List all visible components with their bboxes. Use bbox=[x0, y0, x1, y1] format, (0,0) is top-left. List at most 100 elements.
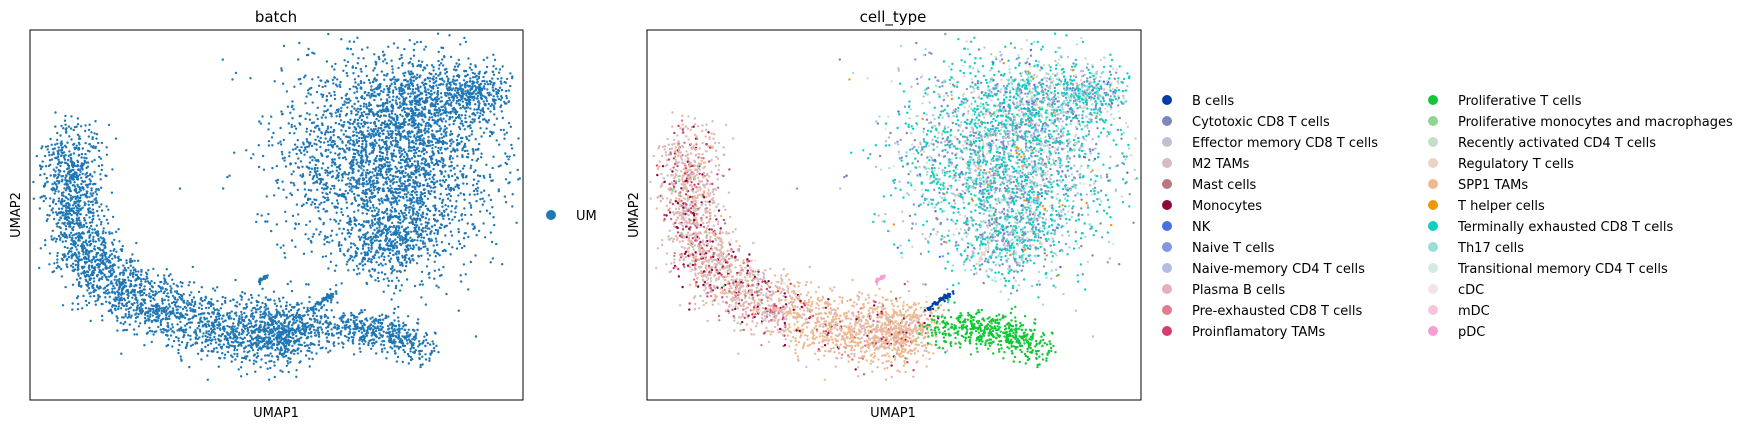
point bbox=[457, 240, 460, 243]
point bbox=[77, 191, 81, 194]
point bbox=[306, 150, 309, 154]
point bbox=[441, 78, 444, 82]
point bbox=[404, 171, 407, 175]
point bbox=[264, 296, 267, 299]
point bbox=[367, 243, 370, 246]
point bbox=[435, 130, 439, 133]
point bbox=[355, 186, 358, 190]
point bbox=[443, 91, 447, 95]
point bbox=[366, 129, 369, 133]
point bbox=[390, 203, 393, 206]
point bbox=[359, 81, 363, 85]
point bbox=[399, 263, 402, 267]
point bbox=[374, 157, 378, 160]
point bbox=[417, 149, 421, 153]
point bbox=[463, 128, 466, 131]
point bbox=[382, 90, 385, 94]
point bbox=[337, 171, 340, 175]
point bbox=[398, 127, 401, 130]
point bbox=[327, 32, 330, 36]
point bbox=[279, 369, 282, 372]
point bbox=[385, 85, 388, 88]
point bbox=[358, 272, 361, 275]
point bbox=[51, 182, 54, 186]
point bbox=[491, 86, 494, 89]
point bbox=[44, 165, 48, 168]
point bbox=[435, 243, 439, 247]
point bbox=[440, 184, 443, 187]
point bbox=[399, 166, 403, 169]
point bbox=[371, 224, 374, 227]
point bbox=[410, 200, 413, 204]
point bbox=[416, 135, 420, 139]
point bbox=[398, 215, 401, 218]
point bbox=[485, 127, 488, 130]
point bbox=[395, 253, 398, 256]
point bbox=[405, 152, 408, 156]
point bbox=[385, 140, 388, 143]
point bbox=[493, 102, 497, 105]
point bbox=[222, 187, 225, 190]
point bbox=[196, 327, 199, 330]
point bbox=[458, 82, 461, 85]
point bbox=[348, 121, 351, 125]
point bbox=[333, 269, 337, 272]
point bbox=[493, 98, 496, 101]
point bbox=[213, 308, 217, 312]
point bbox=[88, 221, 92, 224]
point bbox=[413, 123, 417, 126]
point bbox=[272, 194, 276, 197]
point bbox=[313, 170, 317, 174]
point bbox=[420, 254, 423, 257]
point bbox=[412, 230, 416, 233]
point bbox=[378, 104, 382, 108]
point bbox=[471, 158, 474, 162]
point bbox=[431, 129, 434, 132]
point bbox=[165, 268, 168, 271]
point bbox=[484, 119, 488, 122]
point bbox=[374, 95, 377, 98]
point bbox=[409, 259, 412, 262]
point bbox=[417, 185, 421, 188]
point bbox=[315, 114, 318, 117]
point bbox=[414, 176, 418, 179]
point bbox=[125, 261, 128, 265]
point bbox=[398, 155, 402, 159]
point bbox=[440, 201, 444, 205]
point bbox=[305, 145, 309, 149]
point bbox=[422, 143, 425, 147]
point bbox=[500, 110, 503, 113]
point bbox=[419, 219, 422, 222]
point bbox=[407, 135, 410, 138]
point bbox=[363, 182, 366, 185]
point bbox=[377, 256, 381, 259]
point bbox=[396, 114, 399, 118]
point bbox=[470, 130, 474, 133]
point bbox=[324, 168, 327, 172]
point bbox=[404, 227, 407, 231]
point bbox=[413, 223, 416, 227]
point bbox=[377, 144, 381, 147]
point bbox=[361, 125, 364, 128]
point bbox=[426, 248, 429, 252]
point bbox=[392, 123, 395, 126]
point bbox=[54, 170, 57, 173]
point bbox=[357, 139, 361, 143]
point bbox=[250, 346, 253, 350]
point bbox=[228, 325, 231, 329]
point bbox=[348, 142, 352, 145]
point bbox=[360, 95, 364, 98]
point bbox=[474, 103, 477, 106]
point bbox=[201, 335, 204, 338]
point bbox=[474, 75, 477, 79]
point bbox=[375, 261, 378, 264]
point bbox=[153, 281, 156, 285]
point bbox=[368, 270, 371, 273]
point bbox=[85, 222, 88, 225]
point bbox=[71, 266, 75, 269]
point bbox=[323, 133, 327, 136]
point bbox=[392, 149, 396, 152]
point bbox=[386, 164, 390, 167]
point bbox=[397, 132, 401, 136]
point bbox=[404, 248, 407, 251]
